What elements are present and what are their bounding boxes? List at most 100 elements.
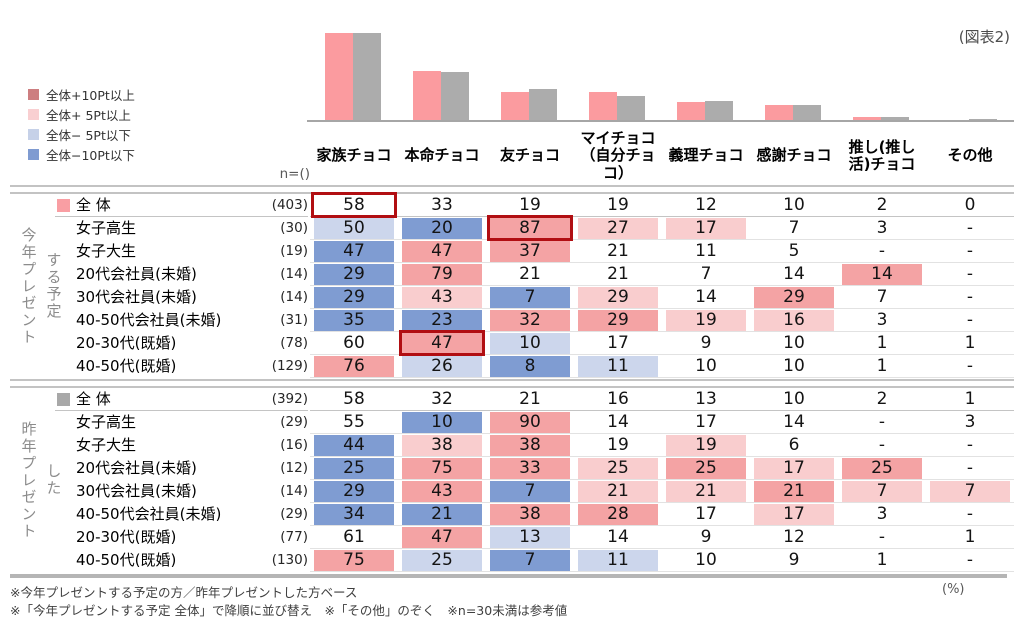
table-cell: - bbox=[966, 356, 974, 376]
table-cell: 3 bbox=[964, 412, 976, 432]
table-row: 女子大生 (16) 44 38 38 19 19 6 - - bbox=[0, 434, 1024, 457]
table-cell: 10 bbox=[695, 356, 717, 376]
cell-highlight bbox=[314, 458, 394, 479]
cell-highlight bbox=[754, 504, 834, 525]
cell-highlight bbox=[402, 264, 482, 285]
table-row: 20-30代(既婚) (77) 61 47 13 14 9 12 - 1 bbox=[0, 526, 1024, 549]
table-cell: 2 bbox=[876, 389, 888, 409]
table-cell: 0 bbox=[964, 195, 976, 215]
table-cell: 17 bbox=[607, 333, 629, 353]
table-row: 20代会社員(未婚) (14) 29 79 21 21 7 14 14 - bbox=[0, 263, 1024, 286]
table-cell: 19 bbox=[607, 435, 629, 455]
cell-highlight bbox=[578, 481, 658, 502]
cell-highlight bbox=[578, 310, 658, 331]
row-n-value: (16) bbox=[280, 437, 308, 453]
cell-highlight bbox=[402, 241, 482, 262]
table-cell: 21 bbox=[607, 241, 629, 261]
table-cell: 3 bbox=[876, 504, 888, 524]
table-cell: 26 bbox=[431, 356, 453, 376]
cell-highlight bbox=[490, 550, 570, 571]
table-cell: 14 bbox=[607, 527, 629, 547]
row-underline bbox=[310, 548, 1014, 549]
row-underline bbox=[310, 410, 1014, 411]
column-header: 本命チョコ bbox=[404, 146, 480, 165]
row-label: 女子大生 bbox=[76, 242, 137, 260]
row-underline bbox=[310, 239, 1014, 240]
row-label: 40-50代会社員(未婚) bbox=[76, 311, 222, 329]
table-cell: - bbox=[966, 550, 974, 570]
table-cell: 33 bbox=[431, 195, 453, 215]
table-row: 女子高生 (29) 55 10 90 14 17 14 - 3 bbox=[0, 411, 1024, 434]
row-label: 全 体 bbox=[76, 196, 111, 214]
row-underline bbox=[310, 502, 1014, 503]
column-header: 友チョコ bbox=[499, 146, 560, 165]
table-cell: 17 bbox=[695, 504, 717, 524]
footnote-1: ※今年プレゼントする予定の方／昨年プレゼントした方ベース bbox=[10, 585, 358, 600]
table-cell: 7 bbox=[700, 264, 712, 284]
table-cell: 7 bbox=[524, 481, 536, 501]
figure-number: (図表2) bbox=[958, 28, 1010, 46]
table-cell: 35 bbox=[343, 310, 365, 330]
row-underline bbox=[310, 308, 1014, 309]
row-label: 女子高生 bbox=[76, 413, 137, 431]
table-row: 女子大生 (19) 47 47 37 21 11 5 - - bbox=[0, 240, 1024, 263]
cell-highlight bbox=[930, 481, 1010, 502]
highlight-box bbox=[487, 215, 573, 241]
row-underline bbox=[310, 571, 1014, 572]
cell-highlight bbox=[490, 412, 570, 433]
cell-highlight bbox=[490, 356, 570, 377]
chart-bar bbox=[413, 70, 441, 120]
row-underline bbox=[310, 433, 1014, 434]
cell-highlight bbox=[490, 481, 570, 502]
table-cell: 8 bbox=[524, 356, 536, 376]
cell-highlight bbox=[842, 481, 922, 502]
table-row: 20-30代(既婚) (78) 60 47 10 17 9 10 1 1 bbox=[0, 330, 1024, 356]
chart-bar bbox=[501, 91, 529, 120]
cell-highlight bbox=[666, 481, 746, 502]
row-label: 女子大生 bbox=[76, 436, 137, 454]
cell-highlight bbox=[402, 333, 482, 354]
chart-bar bbox=[353, 33, 381, 120]
table-cell: 29 bbox=[783, 287, 805, 307]
table-cell: 9 bbox=[700, 527, 712, 547]
table-row: 全 体 (392) 58 32 21 16 13 10 2 1 bbox=[0, 388, 1024, 411]
cell-highlight bbox=[578, 287, 658, 308]
row-n-value: (14) bbox=[280, 483, 308, 499]
table-cell: 17 bbox=[695, 218, 717, 238]
table-cell: 47 bbox=[431, 241, 453, 261]
table-cell: 61 bbox=[343, 527, 365, 547]
table-cell: 11 bbox=[607, 550, 629, 570]
chart-bar bbox=[881, 117, 909, 120]
cell-highlight bbox=[402, 435, 482, 456]
row-label: 20-30代(既婚) bbox=[76, 528, 177, 546]
row-n-value: (30) bbox=[280, 220, 308, 236]
table-cell: - bbox=[966, 287, 974, 307]
table-cell: 14 bbox=[783, 264, 805, 284]
row-underline bbox=[310, 285, 1014, 286]
table-cell: 19 bbox=[607, 195, 629, 215]
footnote-2: ※「今年プレゼントする予定 全体」で降順に並び替え ※「その他」のぞく ※n=3… bbox=[10, 603, 568, 618]
table-cell: 43 bbox=[431, 481, 453, 501]
legend-label: 全体+10Pt以上 bbox=[46, 87, 135, 103]
table-cell: 12 bbox=[695, 195, 717, 215]
table-row: 40-50代会社員(未婚) (31) 35 23 32 29 19 16 3 - bbox=[0, 309, 1024, 332]
column-header: 推し(推し 活)チョコ bbox=[848, 137, 916, 173]
series-marker-icon bbox=[57, 393, 70, 406]
table-cell: 55 bbox=[343, 412, 365, 432]
table-row: 全 体 (403) 58 33 19 19 12 10 2 0 bbox=[0, 192, 1024, 218]
cell-highlight bbox=[578, 504, 658, 525]
table-cell: - bbox=[878, 527, 886, 547]
row-n-value: (19) bbox=[280, 243, 308, 259]
column-header: 感謝チョコ bbox=[756, 146, 832, 165]
row-label: 20代会社員(未婚) bbox=[76, 265, 197, 283]
table-cell: 3 bbox=[876, 310, 888, 330]
table-row: 女子高生 (30) 50 20 87 27 17 7 3 - bbox=[0, 215, 1024, 241]
cell-highlight bbox=[490, 310, 570, 331]
table-cell: 32 bbox=[519, 310, 541, 330]
table-cell: 29 bbox=[607, 310, 629, 330]
table-cell: 19 bbox=[695, 310, 717, 330]
table-cell: 23 bbox=[431, 310, 453, 330]
chart-baseline bbox=[307, 120, 1014, 122]
table-cell: 6 bbox=[788, 435, 800, 455]
